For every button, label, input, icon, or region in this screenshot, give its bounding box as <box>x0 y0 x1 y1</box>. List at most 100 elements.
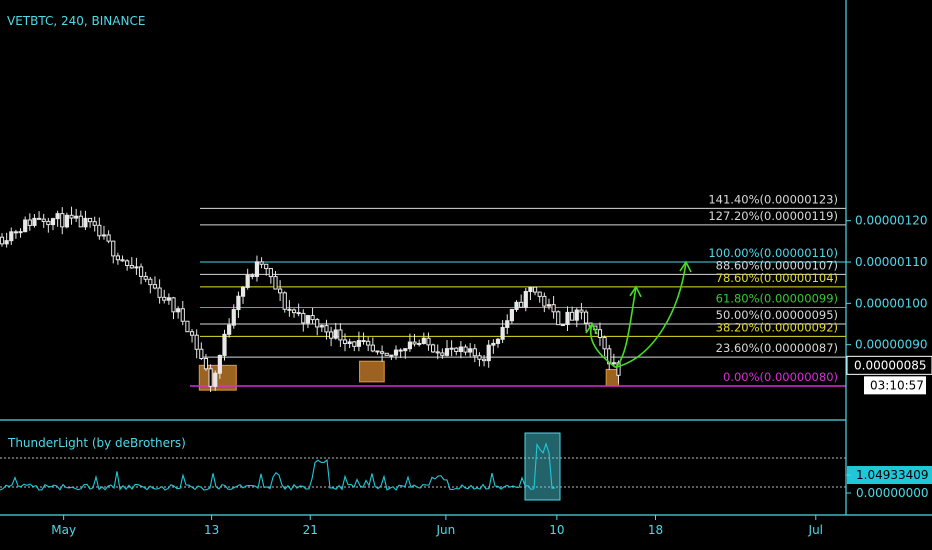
indicator-line <box>0 442 556 491</box>
candle-88 <box>403 348 408 359</box>
price-axis-label-0: 0.00000120 <box>855 214 928 228</box>
candle-body <box>546 304 552 307</box>
candle-body <box>370 344 375 352</box>
candle-body <box>375 350 380 353</box>
candle-body <box>208 368 213 387</box>
candle-65 <box>296 303 301 317</box>
candle-body <box>444 348 450 356</box>
candle-body <box>222 333 227 356</box>
candle-105 <box>481 354 487 367</box>
candle-body <box>36 217 42 220</box>
symbol-title: VETBTC, 240, BINANCE <box>7 14 146 28</box>
candle-body <box>361 340 366 343</box>
candle-body <box>231 309 236 326</box>
candle-body <box>463 346 468 353</box>
candle-body <box>435 351 440 354</box>
candle-body <box>417 342 422 345</box>
candle-100 <box>458 341 463 359</box>
candle-body <box>532 286 538 293</box>
candle-body <box>574 309 579 321</box>
candle-body <box>519 301 524 308</box>
candle-body <box>217 354 222 374</box>
fib-label-4: 78.60%(0.00000104) <box>716 271 838 285</box>
candle-4 <box>13 229 19 239</box>
candle-82 <box>375 350 380 355</box>
candle-body <box>611 362 616 365</box>
candle-59 <box>268 268 273 284</box>
x-axis-label-2: 21 <box>303 523 318 537</box>
candle-18 <box>78 210 83 228</box>
candle-119 <box>546 298 552 310</box>
candle-47 <box>213 370 218 391</box>
fib-label-9: 0.00%(0.00000080) <box>723 370 838 384</box>
candle-132 <box>607 344 612 371</box>
candle-96 <box>440 348 445 359</box>
candle-79 <box>361 332 366 345</box>
candle-124 <box>570 306 575 321</box>
candle-21 <box>92 216 97 232</box>
candle-5 <box>18 228 23 238</box>
candle-body <box>273 276 278 290</box>
candle-74 <box>338 323 343 347</box>
indicator-zero-label: 0.00000000 <box>856 486 929 500</box>
candle-48 <box>217 354 222 379</box>
candle-75 <box>342 333 348 352</box>
candle-body <box>305 315 311 324</box>
candle-33 <box>148 276 153 294</box>
candle-body <box>106 234 111 242</box>
candle-84 <box>384 352 389 356</box>
candle-41 <box>185 320 190 333</box>
candle-body <box>18 231 23 234</box>
candle-body <box>509 308 514 322</box>
candle-body <box>162 296 167 301</box>
candle-70 <box>319 324 324 332</box>
x-axis-label-0: May <box>51 523 76 537</box>
candle-68 <box>310 307 315 325</box>
projection-arrows <box>585 260 692 369</box>
candle-body <box>403 348 408 352</box>
candle-133 <box>611 353 616 367</box>
candle-78 <box>356 331 362 352</box>
axes: 0.00000120 0.00000110 0.00000100 0.00000090… <box>0 0 932 537</box>
candle-body <box>607 348 612 365</box>
candle-body <box>199 348 204 360</box>
candle-112 <box>514 300 519 312</box>
candle-13 <box>55 210 60 227</box>
candle-body <box>421 337 426 344</box>
candle-108 <box>495 338 501 348</box>
candle-body <box>597 329 603 339</box>
candle-body <box>412 341 417 345</box>
candle-38 <box>171 296 176 320</box>
candle-body <box>356 340 362 347</box>
candle-body <box>505 320 510 328</box>
candle-body <box>227 324 232 335</box>
candle-121 <box>556 310 561 326</box>
candle-62 <box>282 291 287 313</box>
candle-body <box>176 308 181 313</box>
candle-body <box>125 260 130 266</box>
candle-body <box>143 275 148 280</box>
candle-69 <box>315 317 320 336</box>
indicator-highlight-box <box>524 432 561 501</box>
candle-body <box>379 351 385 354</box>
candle-17 <box>74 208 79 222</box>
projection-arrow-2 <box>614 286 637 369</box>
candle-body <box>407 341 413 350</box>
candle-body <box>301 312 306 324</box>
candle-63 <box>287 300 292 317</box>
candle-body <box>189 331 195 336</box>
candle-body <box>565 311 570 326</box>
candle-27 <box>120 255 125 262</box>
candle-44 <box>199 342 204 361</box>
candle-71 <box>324 319 329 340</box>
candle-2 <box>4 232 9 248</box>
candle-85 <box>389 354 394 361</box>
fib-label-2: 100.00%(0.00000110) <box>708 246 838 260</box>
candle-body <box>430 344 436 353</box>
price-axis-label-1: 0.00000110 <box>855 255 928 269</box>
candle-115 <box>528 286 533 300</box>
candle-113 <box>519 294 524 308</box>
candle-body <box>97 224 102 237</box>
candle-body <box>477 355 482 360</box>
